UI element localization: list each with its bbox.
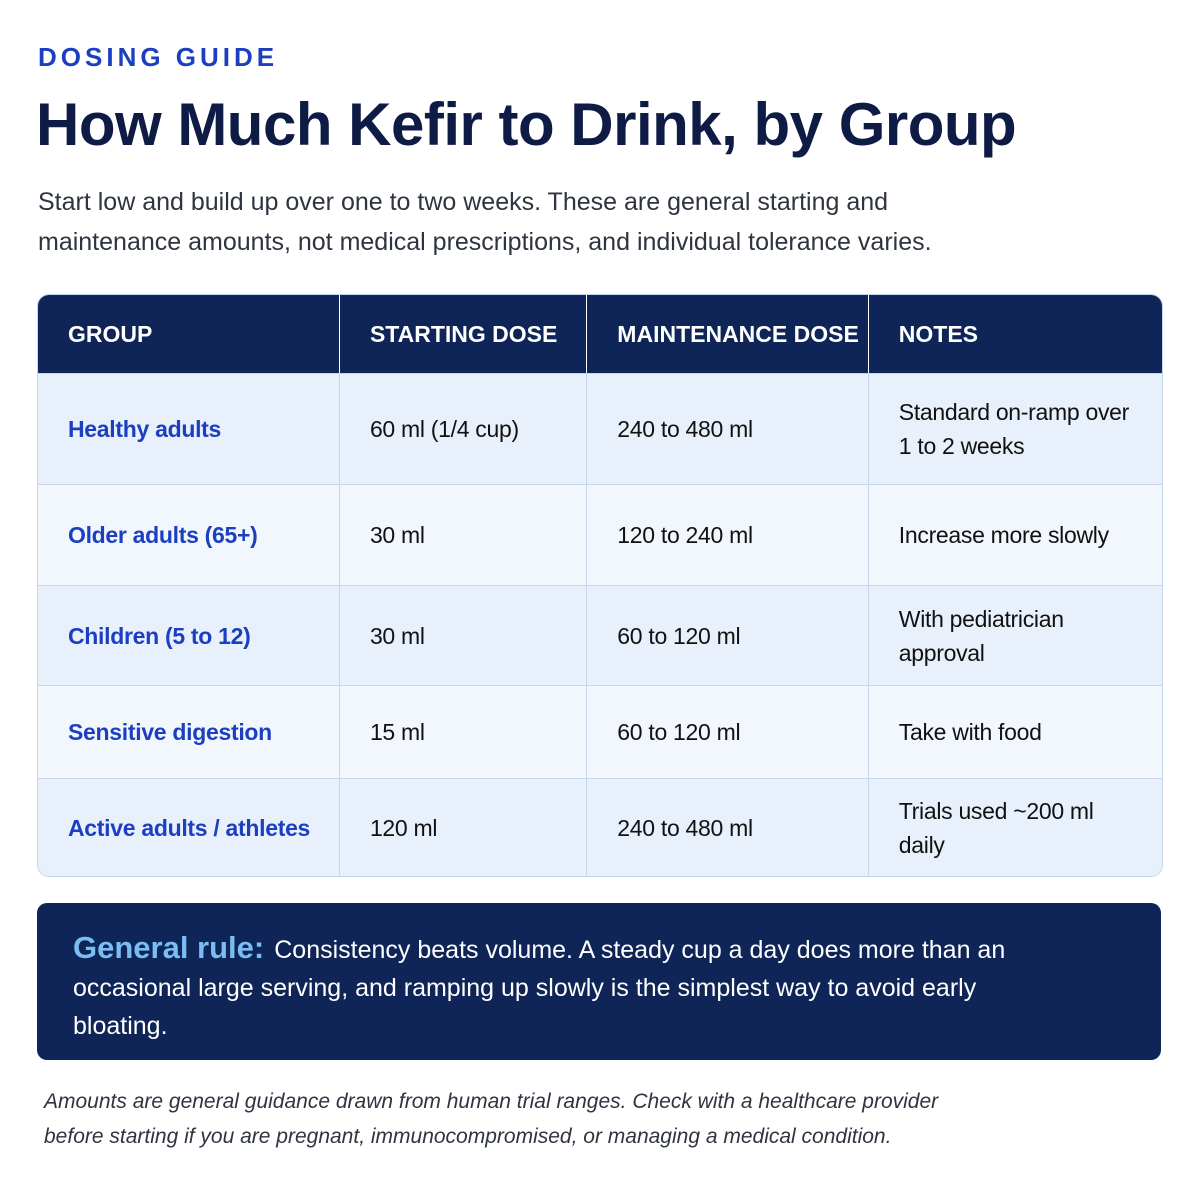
table-cell: 15 ml: [339, 685, 588, 778]
subtitle: Start low and build up over one to two w…: [38, 188, 932, 256]
rule-label: General rule:: [73, 930, 265, 965]
header-row: GROUP STARTING DOSE MAINTENANCE DOSE NOTES: [38, 295, 1162, 373]
table-cell: 240 to 480 ml: [587, 373, 869, 484]
rule-box: General rule: Consistency beats volume. A…: [37, 903, 1161, 1060]
dosing-table: GROUP STARTING DOSE MAINTENANCE DOSE NOTES …: [37, 294, 1163, 877]
rule-text: Consistency beats volume. A steady cup a…: [73, 936, 1006, 1040]
table-body: Healthy adults 60 ml (1/4 cup) 240 to 480 …: [38, 373, 1162, 876]
group-cell: Active adults / athletes: [38, 778, 340, 876]
table-cell: 30 ml: [339, 585, 588, 685]
table-cell: Standard on-ramp over 1 to 2 weeks: [868, 373, 1162, 484]
table-cell: 60 to 120 ml: [587, 585, 869, 685]
column-header: STARTING DOSE: [339, 295, 588, 373]
column-header: NOTES: [868, 295, 1162, 373]
column-header: MAINTENANCE DOSE: [587, 295, 869, 373]
table-cell: With pediatrician approval: [868, 585, 1162, 685]
group-cell: Children (5 to 12): [38, 585, 340, 685]
table-cell: Increase more slowly: [868, 484, 1162, 585]
title: How Much Kefir to Drink, by Group: [36, 91, 1017, 158]
group-cell: Sensitive digestion: [38, 685, 340, 778]
table-cell: 120 to 240 ml: [587, 484, 869, 585]
table-cell: 30 ml: [339, 484, 588, 585]
footnote: Amounts are general guidance drawn from …: [44, 1090, 939, 1148]
group-cell: Healthy adults: [38, 373, 340, 484]
table-cell: 240 to 480 ml: [587, 778, 869, 876]
table-row: Healthy adults 60 ml (1/4 cup) 240 to 480 …: [38, 373, 1162, 484]
table-cell: Trials used ~200 ml daily: [868, 778, 1162, 876]
table-row: Children (5 to 12) 30 ml 60 to 120 ml With …: [38, 585, 1162, 685]
rule-content: General rule: Consistency beats volume. A…: [73, 903, 1053, 1045]
eyebrow: DOSING GUIDE: [38, 42, 279, 72]
table-row: Older adults (65+) 30 ml 120 to 240 ml Incr…: [38, 484, 1162, 585]
table-row: Sensitive digestion 15 ml 60 to 120 ml Take…: [38, 685, 1162, 778]
table-cell: 60 ml (1/4 cup): [339, 373, 588, 484]
table-cell: 120 ml: [339, 778, 588, 876]
table-row: Active adults / athletes 120 ml 240 to 480…: [38, 778, 1162, 876]
column-header: GROUP: [38, 295, 340, 373]
table-cell: Take with food: [868, 685, 1162, 778]
table-cell: 60 to 120 ml: [587, 685, 869, 778]
group-cell: Older adults (65+): [38, 484, 340, 585]
